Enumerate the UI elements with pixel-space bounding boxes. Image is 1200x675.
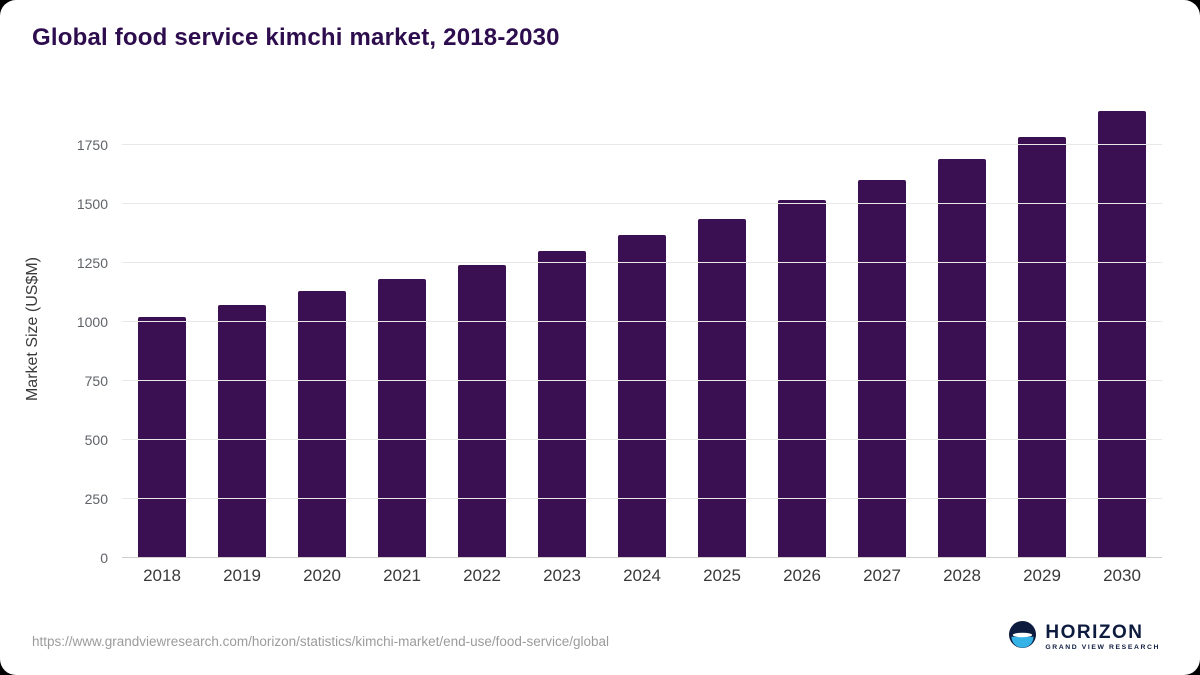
bar-2025 bbox=[698, 219, 746, 558]
y-tick-label: 250 bbox=[84, 490, 108, 507]
bar-slot bbox=[1082, 100, 1162, 558]
source-url: https://www.grandviewresearch.com/horizo… bbox=[32, 634, 609, 649]
bar-2029 bbox=[1018, 136, 1066, 558]
bar-2021 bbox=[378, 279, 426, 558]
bar-2023 bbox=[538, 251, 586, 558]
gridline bbox=[122, 438, 1162, 440]
x-axis-label-2021: 2021 bbox=[383, 566, 421, 585]
logo-subtitle: GRAND VIEW RESEARCH bbox=[1045, 643, 1160, 651]
x-axis-label-2023: 2023 bbox=[543, 566, 581, 585]
bar-2018 bbox=[138, 317, 186, 558]
gridline bbox=[122, 202, 1162, 204]
x-axis-labels: 2018 2019 2020 2021 2022 2023 2024 2025 2026 2027… bbox=[122, 566, 1162, 586]
gridline bbox=[122, 497, 1162, 499]
x-axis-label-2028: 2028 bbox=[943, 566, 981, 585]
page-title: Global food service kimchi market, 2018-… bbox=[32, 24, 560, 51]
bar-slot bbox=[602, 100, 682, 558]
y-tick-label: 1750 bbox=[76, 136, 108, 153]
bar-2028 bbox=[938, 159, 986, 558]
bar-slot bbox=[522, 100, 602, 558]
bar-slot bbox=[122, 100, 202, 558]
bar-slot bbox=[842, 100, 922, 558]
bar-slot bbox=[1002, 100, 1082, 558]
bar-slot bbox=[922, 100, 1002, 558]
gridline bbox=[122, 143, 1162, 145]
bar-slot bbox=[282, 100, 362, 558]
x-axis-label-2020: 2020 bbox=[303, 566, 341, 585]
bar-2022 bbox=[458, 265, 506, 558]
bar-slot bbox=[362, 100, 442, 558]
y-tick-label: 0 bbox=[100, 550, 108, 566]
bar-2027 bbox=[858, 180, 906, 558]
plot-area bbox=[122, 100, 1162, 558]
gridline bbox=[122, 379, 1162, 381]
x-axis-label-2024: 2024 bbox=[623, 566, 661, 585]
bars bbox=[122, 100, 1162, 558]
x-axis-label-2026: 2026 bbox=[783, 566, 821, 585]
logo-name: HORIZON bbox=[1045, 621, 1144, 643]
bar-slot bbox=[202, 100, 282, 558]
x-axis-label-2025: 2025 bbox=[703, 566, 741, 585]
x-axis-label-2022: 2022 bbox=[463, 566, 501, 585]
x-axis-line bbox=[122, 557, 1162, 558]
horizon-logo: HORIZON GRAND VIEW RESEARCH bbox=[1009, 621, 1160, 653]
x-axis-label-2019: 2019 bbox=[223, 566, 261, 585]
y-tick-label: 750 bbox=[84, 372, 108, 389]
horizon-globe-icon bbox=[1009, 621, 1037, 653]
gridline bbox=[122, 261, 1162, 263]
bar-2019 bbox=[218, 305, 266, 558]
bar-2020 bbox=[298, 291, 346, 558]
x-axis-label-2027: 2027 bbox=[863, 566, 901, 585]
x-axis-label-2029: 2029 bbox=[1023, 566, 1061, 585]
bar-2030 bbox=[1098, 110, 1146, 558]
bar-slot bbox=[682, 100, 762, 558]
bar-2024 bbox=[618, 234, 666, 558]
y-tick-label: 1250 bbox=[76, 254, 108, 271]
x-axis-label-2018: 2018 bbox=[143, 566, 181, 585]
gridline bbox=[122, 320, 1162, 322]
logo-text: HORIZON GRAND VIEW RESEARCH bbox=[1045, 623, 1160, 652]
y-tick-label: 1000 bbox=[76, 313, 108, 330]
y-axis-ticks: 0 250 500 750 1000 1250 1500 1750 bbox=[0, 100, 108, 566]
bar-slot bbox=[442, 100, 522, 558]
y-tick-label: 500 bbox=[84, 431, 108, 448]
y-tick-label: 1500 bbox=[76, 195, 108, 212]
bar-slot bbox=[762, 100, 842, 558]
x-axis-label-2030: 2030 bbox=[1103, 566, 1141, 585]
